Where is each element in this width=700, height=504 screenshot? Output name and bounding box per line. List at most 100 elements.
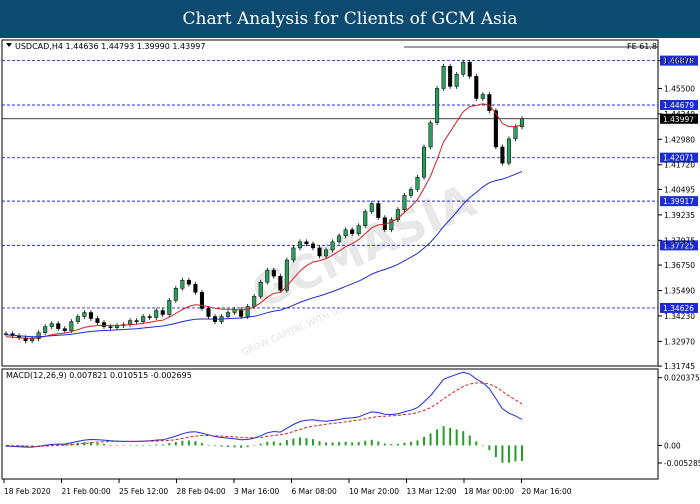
price-tick-label: 1.37975 [664,236,695,245]
macd-histogram-bar [129,445,132,446]
price-tick-label: 1.36750 [664,261,695,270]
macd-histogram-bar [142,445,145,446]
level-label: 1.46878 [663,57,694,66]
macd-header: MACD(12,26,9) 0.007821 0.010515 -0.00269… [6,371,192,380]
macd-histogram-bar [89,442,92,446]
candle-body [62,328,67,331]
candle-body [389,219,394,230]
macd-histogram-bar [318,441,321,446]
candle-body [317,247,322,257]
macd-histogram-bar [462,431,465,446]
time-tick-label: 20 Mar 16:00 [522,487,572,496]
candle-body [206,308,211,317]
macd-histogram-bar [331,442,334,446]
price-tick-label: 1.40495 [664,185,695,194]
level-label: 1.44679 [663,101,694,110]
candle-body [160,310,165,315]
macd-histogram-bar [109,444,112,446]
macd-histogram-bar [102,443,105,446]
macd-histogram-bar [200,443,203,446]
candle-body [422,146,427,178]
level-label: 1.37725 [663,241,694,250]
macd-histogram-bar [501,445,504,463]
candle-body [435,88,440,123]
candle-body [395,209,400,220]
macd-histogram-bar [351,442,354,446]
current-price-label: 1.43997 [663,115,694,124]
macd-histogram-bar [214,445,217,447]
candle-body [454,74,459,87]
macd-histogram-bar [31,445,34,447]
macd-histogram-bar [161,444,164,446]
macd-histogram-bar [57,444,60,446]
candle-body [101,322,106,327]
macd-histogram-bar [220,445,223,447]
candle-body [278,275,283,291]
time-axis-ticks: 18 Feb 2020 21 Feb 00:00 25 Feb 12:00 28 Fe… [3,479,572,496]
macd-histogram-bar [63,444,66,446]
trading-chart[interactable]: GCMASIA GROW CAPITAL WITH US 1.468781.44… [0,38,700,500]
candle-body [141,316,146,322]
macd-histogram-bar [403,442,406,446]
candle-body [369,203,374,212]
macd-histogram-bar [383,443,386,446]
macd-histogram-bar [409,441,412,446]
macd-histogram-bar [187,440,190,446]
moving-average-fast-line [5,103,523,339]
level-label: 1.42071 [663,154,694,163]
macd-histogram-bar [475,441,478,446]
candle-body [506,138,511,164]
macd-histogram-bar [181,440,184,446]
candle-body [330,241,335,251]
price-axis-ticks: 1.46875 1.45500 1.44240 1.42980 1.41720 1.404… [658,57,695,371]
candle-body [519,118,525,128]
macd-histogram-bar [116,445,119,446]
candle-body [297,241,302,249]
macd-histogram-bar [377,441,380,446]
chart-frame: GCMASIA GROW CAPITAL WITH US 1.46878 1.44… [0,38,700,500]
macd-histogram-bar [233,445,236,448]
price-tick-label: 1.31745 [664,362,695,371]
signal-line [5,382,523,447]
candle-body [415,177,420,190]
candle-body [467,61,472,77]
macd-histogram-bar [279,442,282,446]
time-tick-label: 6 Mar 08:00 [292,487,338,496]
macd-histogram-bar [83,442,86,446]
candle-body [82,312,87,317]
candle-body [245,306,250,317]
macd-histogram-bar [325,442,328,446]
candle-body [408,189,413,196]
macd-histogram-bar [285,440,288,446]
candle-body [226,312,231,317]
macd-histogram-bar [253,445,256,446]
candle-body [173,288,178,301]
macd-histogram-bar [494,445,497,458]
price-tick-label: 1.35490 [664,287,695,296]
candle-body [95,318,100,323]
time-tick-label: 28 Feb 04:00 [177,487,226,496]
macd-histogram-bar [194,441,197,446]
fibo-label: FE 61.8 [627,42,657,51]
macd-histogram-bar [174,442,177,446]
price-tick-label: 1.45500 [664,84,695,93]
macd-histogram-bar [168,443,171,446]
candle-body [134,320,139,322]
macd-histogram-bar [135,445,138,446]
macd-histogram-bar [305,438,308,446]
time-tick-label: 3 Mar 16:00 [234,487,280,496]
menu-triangle-icon[interactable] [6,43,12,47]
candle-body [239,309,244,317]
macd-histogram-bar [24,445,27,447]
macd-histogram-bar [207,444,210,446]
candle-body [167,300,172,315]
candle-body [180,279,185,289]
candle-body [193,283,198,293]
candle-body [115,325,120,328]
candle-body [75,316,80,322]
time-tick-label: 13 Mar 12:00 [407,487,457,496]
candle-body [513,126,518,140]
macd-histogram-bar [455,429,458,446]
candle-body [337,235,342,243]
candle-body [428,122,433,148]
